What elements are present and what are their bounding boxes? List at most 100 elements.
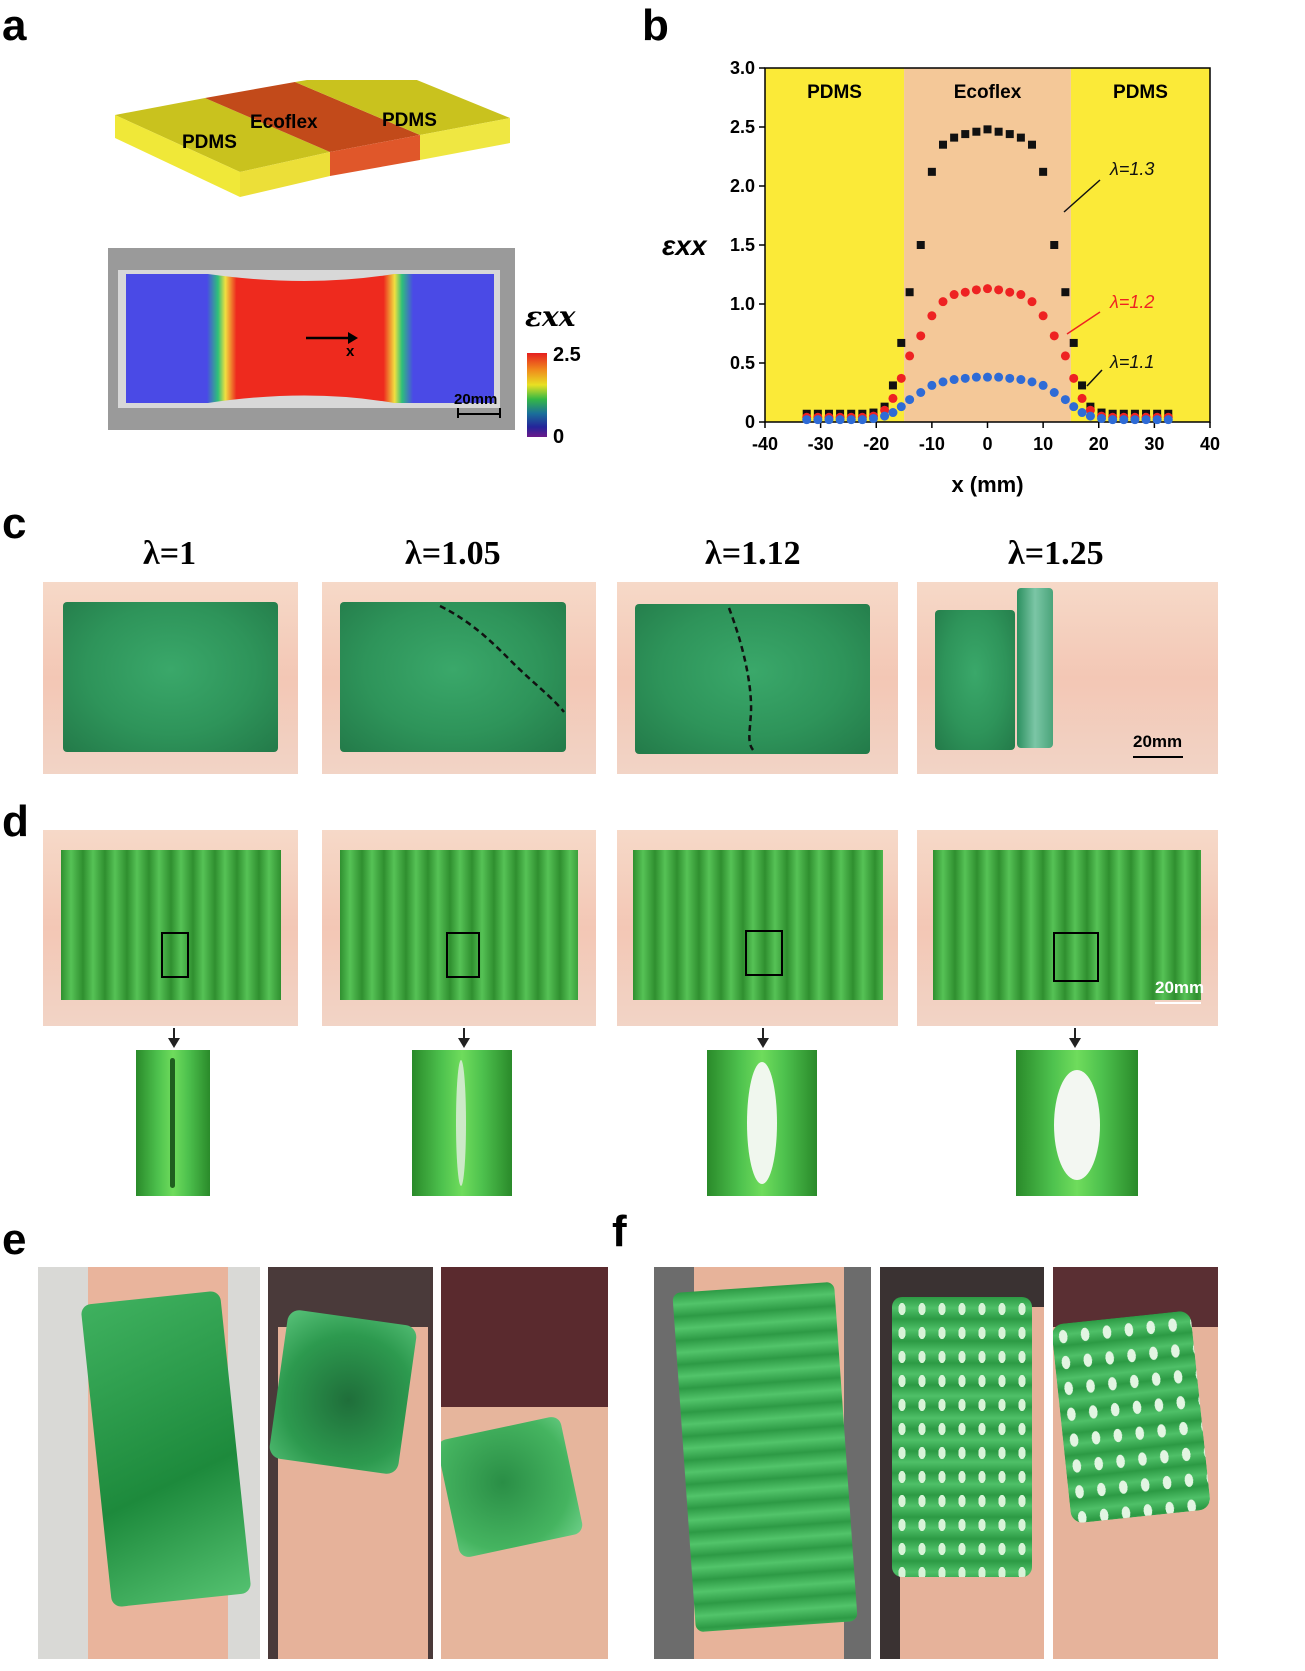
- panel-label-c: c: [2, 499, 27, 548]
- zoom-arrow-d-1: [168, 1028, 180, 1048]
- y-tick-label-5: 2.5: [730, 117, 755, 137]
- region-0: [765, 68, 905, 422]
- front-ecoflex: [330, 135, 420, 176]
- point-s2-10: [905, 395, 915, 405]
- point-s2-9: [896, 402, 906, 412]
- photo-d-4: 20mm: [917, 830, 1218, 1026]
- point-s0-24: [1061, 288, 1070, 297]
- region-2: [1070, 68, 1210, 422]
- point-s2-14: [949, 375, 959, 385]
- zoom-crop-d-4: [1016, 1050, 1138, 1196]
- x-axis-label: x (mm): [951, 472, 1023, 497]
- photo-c-1: [43, 582, 298, 774]
- point-s2-1: [813, 415, 823, 425]
- wrinkle-front-line-c-2: [439, 604, 565, 713]
- y-tick-label-0: 0: [745, 412, 755, 432]
- panel-label-d: d: [2, 797, 29, 846]
- zoom-crop-d-2: [412, 1050, 512, 1196]
- point-s2-15: [960, 373, 970, 383]
- point-s2-12: [927, 380, 937, 390]
- x-tick-label-5: 10: [1033, 434, 1053, 454]
- pdms-left-top: [115, 98, 330, 172]
- point-s2-28: [1097, 413, 1107, 423]
- front-pdms-right: [420, 118, 510, 160]
- point-s2-31: [1130, 415, 1140, 425]
- annotation-line-2: [1086, 369, 1103, 387]
- slab-label-right: PDMS: [382, 110, 437, 131]
- point-s1-22: [1038, 311, 1048, 321]
- point-s0-22: [1039, 167, 1048, 176]
- point-s2-17: [983, 372, 992, 382]
- point-s2-30: [1119, 415, 1129, 425]
- point-s0-25: [1069, 338, 1078, 347]
- point-s2-29: [1108, 415, 1118, 425]
- point-s2-20: [1016, 375, 1026, 385]
- colorbar-max: 2.5: [553, 344, 581, 366]
- point-s2-27: [1085, 411, 1095, 421]
- point-s1-15: [960, 287, 970, 297]
- annotation-label-1: λ=1.2: [1109, 292, 1154, 312]
- point-s1-8: [888, 393, 898, 403]
- y-axis-label: εxx: [662, 230, 708, 261]
- ecoflex-top: [205, 82, 420, 152]
- x-tick-label-6: 20: [1089, 434, 1109, 454]
- photo-d-3: [617, 830, 898, 1026]
- photo-e-3: [441, 1267, 608, 1659]
- point-s2-33: [1152, 415, 1162, 425]
- point-s2-7: [880, 411, 890, 421]
- annotation-line-1: [1066, 311, 1101, 335]
- point-s2-22: [1038, 380, 1048, 390]
- point-s1-26: [1077, 393, 1087, 403]
- point-s2-4: [846, 415, 856, 425]
- point-s2-32: [1141, 415, 1151, 425]
- y-tick-label-4: 2.0: [730, 176, 755, 196]
- point-s2-13: [938, 377, 948, 387]
- point-s2-21: [1027, 377, 1037, 387]
- front-left: [115, 115, 240, 197]
- panel-label-a: a: [2, 1, 27, 50]
- zoom-arrow-d-2: [458, 1028, 470, 1048]
- photo-f-1: [654, 1267, 871, 1659]
- lambda-label-c-1: λ=1: [143, 535, 197, 572]
- lambda-label-c-4: λ=1.25: [1008, 535, 1104, 572]
- photo-e-1: [38, 1267, 260, 1659]
- x-tick-label-4: 0: [982, 434, 992, 454]
- photo-f-3: [1053, 1267, 1218, 1659]
- slab-label-left: PDMS: [182, 132, 237, 153]
- photo-c-2: [322, 582, 596, 774]
- point-s1-18: [994, 285, 1004, 295]
- point-s0-26: [1078, 381, 1087, 390]
- point-s0-17: [983, 125, 992, 134]
- point-s1-24: [1060, 351, 1070, 361]
- strain-map-photo: x 20mm: [108, 248, 515, 430]
- point-s1-13: [938, 297, 948, 307]
- strain-map: x 20mm: [108, 248, 515, 430]
- point-s2-24: [1060, 395, 1070, 405]
- point-s0-8: [888, 381, 897, 390]
- region-label-1: Ecoflex: [954, 82, 1022, 103]
- point-s2-5: [857, 415, 867, 425]
- annotation-line-0: [1063, 179, 1101, 213]
- point-s2-18: [994, 372, 1004, 382]
- point-s1-12: [927, 311, 937, 321]
- point-s1-10: [905, 351, 915, 361]
- point-s2-25: [1069, 402, 1079, 412]
- colorbar-symbol: εxx: [525, 300, 576, 333]
- point-s1-25: [1069, 373, 1079, 383]
- point-s0-12: [927, 167, 936, 176]
- zoom-crop-d-1: [136, 1050, 210, 1196]
- photo-c-3: [617, 582, 898, 774]
- point-s1-17: [983, 284, 992, 294]
- scale-d: 20mm: [1155, 978, 1204, 1004]
- point-s0-16: [972, 127, 981, 136]
- point-s1-9: [896, 373, 906, 383]
- zoom-crop-d-3: [707, 1050, 817, 1196]
- point-s0-23: [1050, 241, 1059, 249]
- point-s2-16: [971, 372, 981, 382]
- y-tick-label-6: 3.0: [730, 58, 755, 78]
- x-tick-label-3: -10: [919, 434, 945, 454]
- point-s1-11: [916, 331, 926, 341]
- point-s0-10: [905, 288, 914, 297]
- point-s2-19: [1005, 373, 1015, 383]
- annotation-label-2: λ=1.1: [1109, 352, 1154, 372]
